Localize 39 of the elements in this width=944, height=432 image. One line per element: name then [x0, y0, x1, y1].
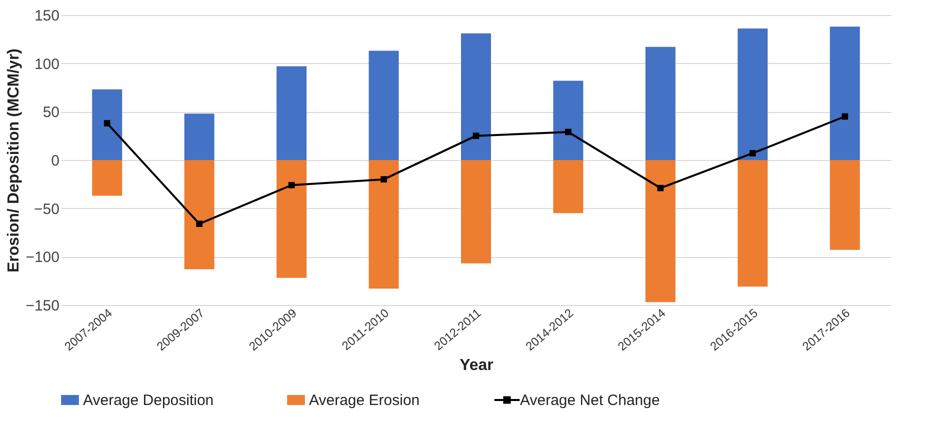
legend-label: Average Deposition [83, 392, 214, 409]
point [472, 132, 480, 139]
bar [830, 160, 860, 250]
bar [461, 160, 491, 264]
bar [645, 46, 676, 160]
x-axis-title: Year [460, 356, 494, 374]
legend-label: Average Net Change [520, 392, 660, 409]
point [750, 150, 756, 156]
y-tick-label: −100 [26, 249, 60, 266]
point [380, 176, 387, 182]
bar [368, 50, 399, 160]
bar [92, 160, 122, 196]
bar [368, 160, 399, 289]
y-tick-label: 0 [51, 152, 60, 170]
y-tick-label: 50 [42, 104, 60, 122]
y-tick-label: 100 [34, 56, 60, 73]
bar [738, 28, 768, 160]
bar [553, 160, 584, 214]
y-tick-label: −150 [26, 298, 60, 314]
point [657, 184, 664, 192]
bar [553, 80, 584, 160]
bar [645, 160, 676, 302]
point [288, 182, 295, 188]
y-tick-label: −50 [34, 200, 60, 218]
point [565, 128, 572, 136]
y-tick-label: 150 [34, 8, 60, 24]
point [104, 120, 110, 126]
bar [830, 26, 860, 160]
bar [92, 89, 122, 160]
legend-label: Average Erosion [309, 392, 420, 409]
point [842, 113, 848, 120]
bar [184, 160, 214, 270]
bar [184, 114, 214, 160]
bar [461, 33, 491, 160]
bar [276, 66, 307, 160]
bar [738, 160, 768, 287]
bar [276, 160, 307, 278]
y-axis-title: Erosion/ Deposition (MCM/yr) [6, 48, 23, 272]
point [196, 220, 202, 227]
